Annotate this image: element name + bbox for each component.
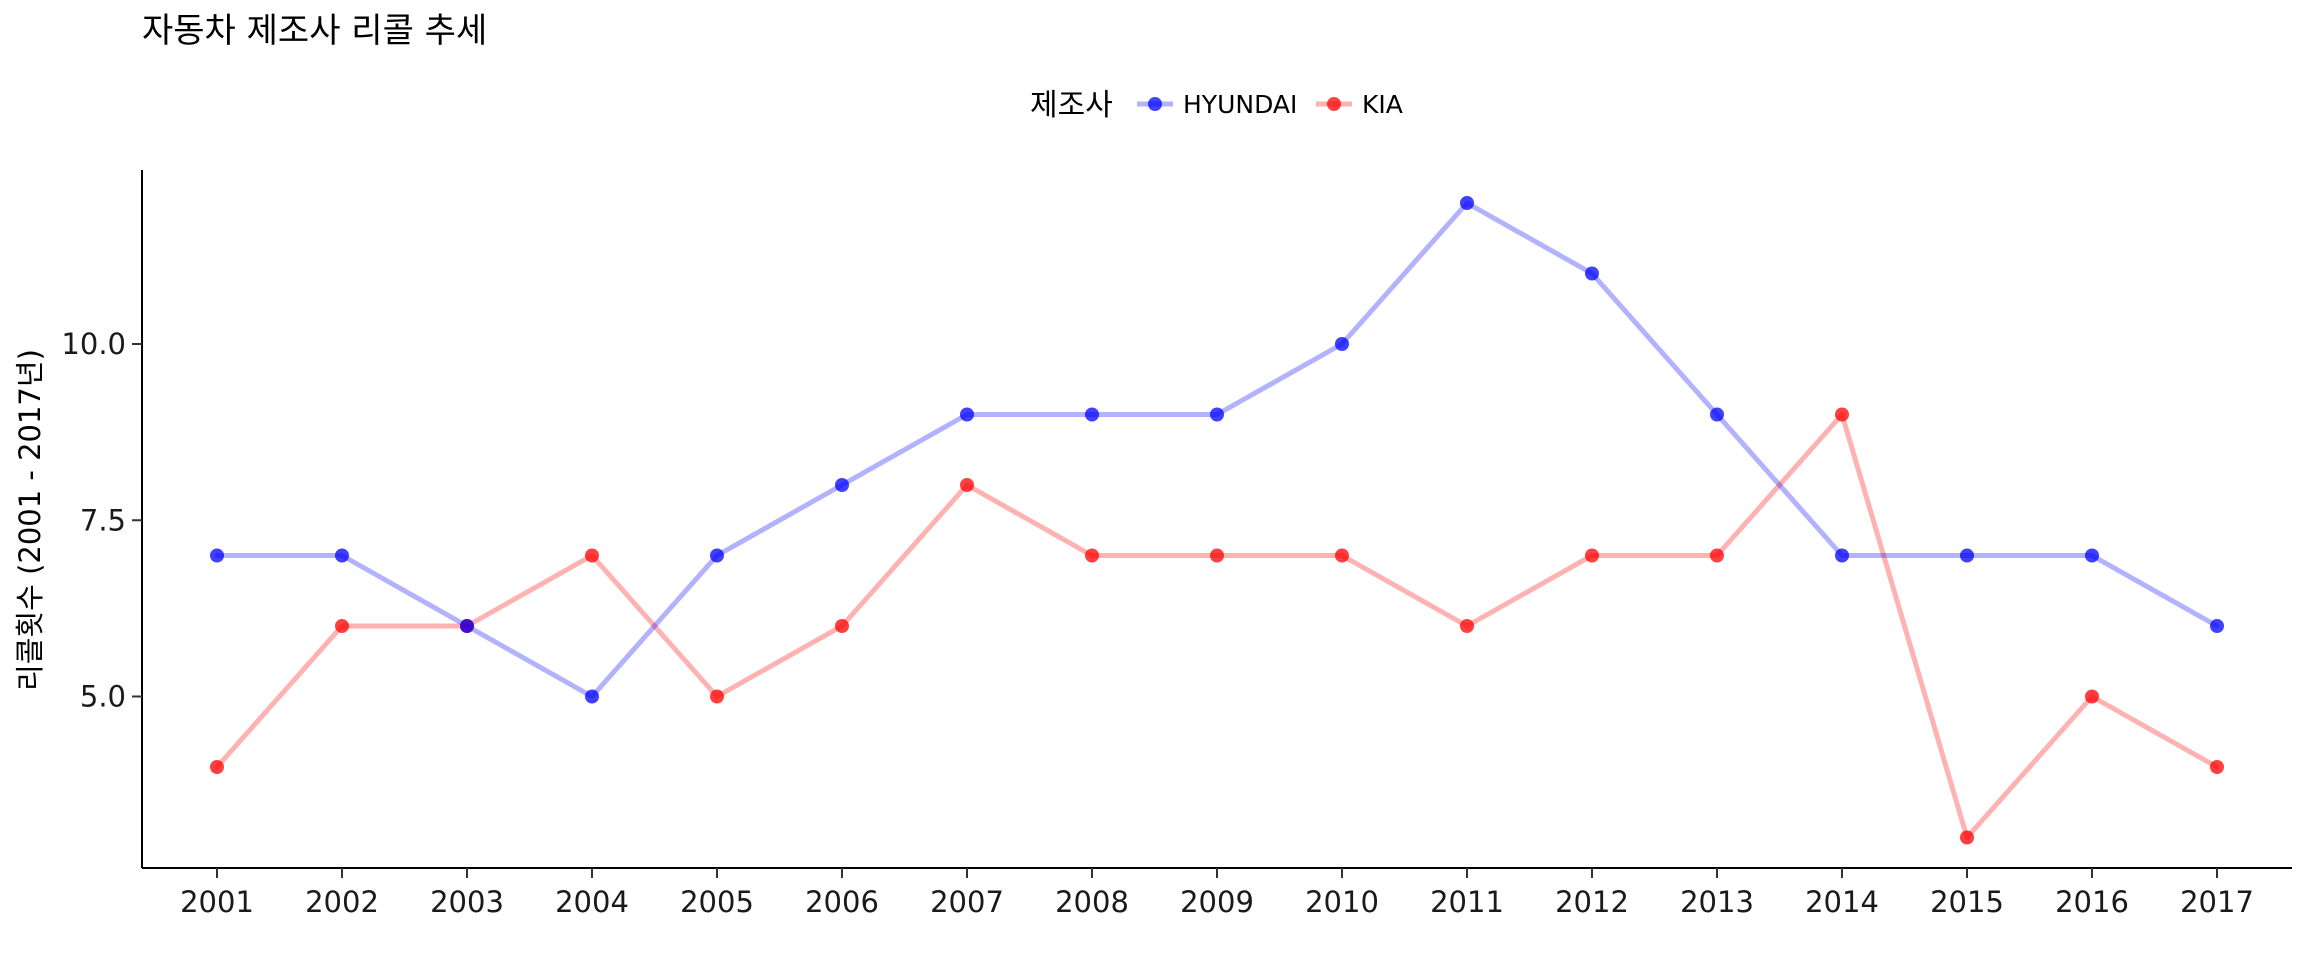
axes: 2001 2002 2003 2004 2005 2006 2007 2008 2009 2010…: [61, 170, 2292, 919]
kia-point: [1710, 548, 1724, 563]
x-tick-label: 2009: [1180, 885, 1254, 919]
kia-point: [1210, 548, 1224, 563]
x-tick-label: 2014: [1805, 885, 1879, 919]
kia-point: [835, 619, 849, 633]
legend-key-point: [1327, 97, 1341, 111]
kia-point: [210, 760, 224, 774]
x-tick-label: 2001: [180, 885, 254, 919]
x-tick-label: 2008: [1055, 885, 1129, 919]
x-tick-label: 2012: [1555, 885, 1629, 919]
kia-point: [1335, 548, 1349, 563]
hyundai-point: [1460, 196, 1474, 210]
legend-label: HYUNDAI: [1183, 90, 1297, 119]
kia-point: [1085, 548, 1099, 563]
hyundai-point: [835, 478, 849, 492]
x-tick-label: 2011: [1430, 885, 1504, 919]
x-tick-label: 2007: [930, 885, 1004, 919]
y-tick-label: 10.0: [61, 327, 126, 361]
chart-title: 자동차 제조사 리콜 추세: [142, 11, 487, 51]
kia-point: [1460, 619, 1474, 633]
kia-point: [1960, 830, 1974, 845]
hyundai-point: [1585, 266, 1599, 281]
legend-title: 제조사: [1030, 88, 1113, 123]
hyundai-series-line: [214, 200, 2220, 699]
hyundai-point: [960, 407, 974, 422]
y-axis-label: 리콜횟수 (2001 - 2017년): [13, 349, 47, 691]
kia-point: [960, 478, 974, 492]
x-tick-label: 2003: [430, 885, 504, 919]
hyundai-point: [335, 548, 349, 563]
legend-key-point: [1148, 97, 1162, 111]
kia-series-line: [214, 412, 2220, 840]
x-tick-label: 2016: [2055, 885, 2129, 919]
x-tick-label: 2002: [305, 885, 379, 919]
legend-item-kia: KIA: [1316, 90, 1403, 119]
kia-point: [2085, 689, 2099, 704]
hyundai-point: [2085, 548, 2099, 563]
x-tick-label: 2015: [1930, 885, 2004, 919]
kia-point: [585, 548, 599, 563]
hyundai-point: [1835, 548, 1849, 563]
kia-point: [2210, 760, 2224, 774]
y-tick-label: 7.5: [80, 503, 126, 537]
y-tick-label: 5.0: [80, 680, 126, 714]
hyundai-point: [210, 548, 224, 563]
x-tick-label: 2005: [680, 885, 754, 919]
kia-point: [1835, 407, 1849, 422]
kia-point: [335, 619, 349, 633]
hyundai-point: [585, 689, 599, 704]
legend-label: KIA: [1362, 90, 1403, 119]
x-tick-label: 2006: [805, 885, 879, 919]
hyundai-point: [460, 619, 474, 633]
hyundai-point: [1085, 407, 1099, 422]
hyundai-point: [1335, 337, 1349, 351]
x-tick-label: 2010: [1305, 885, 1379, 919]
x-tick-label: 2017: [2180, 885, 2254, 919]
x-tick-label: 2004: [555, 885, 629, 919]
hyundai-point: [1710, 407, 1724, 422]
hyundai-point: [2210, 619, 2224, 633]
hyundai-point: [1960, 548, 1974, 563]
hyundai-point: [710, 548, 724, 563]
kia-point: [710, 689, 724, 704]
kia-point: [1585, 548, 1599, 563]
x-tick-label: 2013: [1680, 885, 1754, 919]
hyundai-point: [1210, 407, 1224, 422]
legend-item-hyundai: HYUNDAI: [1137, 90, 1297, 119]
legend: 제조사 HYUNDAI KIA: [1030, 88, 1403, 123]
plot-area: [210, 196, 2224, 845]
